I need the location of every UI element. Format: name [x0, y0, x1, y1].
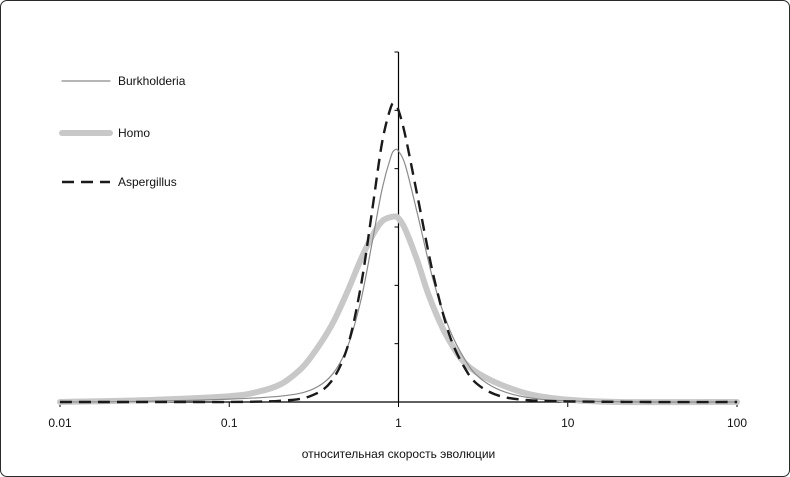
legend-entry-burkholderia: Burkholderia [61, 74, 186, 88]
legend: Burkholderia Homo Aspergillus [59, 74, 186, 189]
legend-label-homo: Homo [118, 126, 150, 140]
legend-label-aspergillus: Aspergillus [118, 175, 177, 189]
x-tick-label-0.01: 0.01 [48, 416, 72, 430]
legend-entry-aspergillus: Aspergillus [62, 175, 177, 189]
x-axis-ticks: 0.01 0.1 1 10 100 [48, 402, 747, 430]
series-line-homo [57, 213, 740, 406]
x-tick-label-0.1: 0.1 [221, 416, 238, 430]
series-layer [57, 102, 740, 406]
series-line-aspergillus [60, 102, 738, 404]
legend-entry-homo: Homo [59, 126, 150, 140]
x-axis-label: относительная скорость эволюции [302, 447, 495, 461]
x-tick-label-100: 100 [727, 416, 747, 430]
legend-label-burkholderia: Burkholderia [118, 74, 186, 88]
series-line-burkholderia [59, 148, 738, 403]
x-tick-label-1: 1 [395, 416, 402, 430]
x-tick-label-10: 10 [561, 416, 575, 430]
